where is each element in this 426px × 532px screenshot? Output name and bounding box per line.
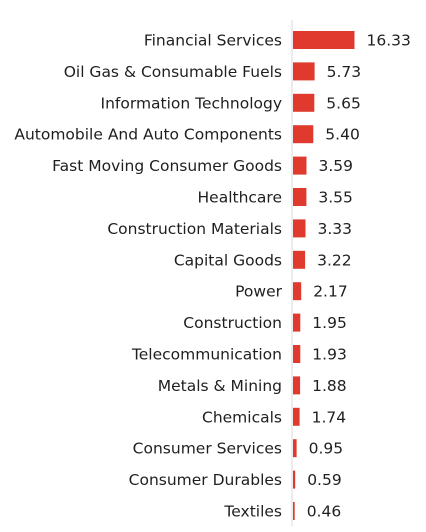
category-label: Automobile And Auto Components (14, 126, 282, 144)
bar (293, 439, 297, 458)
category-label: Capital Goods (174, 251, 282, 269)
value-label: 16.33 (367, 32, 411, 50)
value-labels-group: 16.33 5.73 5.65 5.40 3.59 3.55 3.33 3.22 2.17 1.9… (307, 32, 411, 521)
bar (293, 156, 307, 175)
value-label: 2.17 (313, 283, 348, 301)
bar (293, 219, 306, 238)
value-label: 1.74 (312, 408, 347, 426)
value-label: 5.73 (327, 63, 362, 81)
bar (293, 376, 301, 395)
category-label: Consumer Services (133, 440, 282, 458)
value-label: 1.88 (312, 377, 347, 395)
category-label: Fast Moving Consumer Goods (52, 157, 282, 175)
bar (293, 31, 355, 49)
value-label: 5.40 (325, 126, 360, 144)
bar (293, 502, 295, 520)
category-label: Construction (183, 314, 282, 332)
value-label: 0.95 (309, 440, 344, 458)
value-label: 3.59 (319, 157, 354, 175)
category-label: Financial Services (144, 32, 282, 50)
category-label: Information Technology (101, 94, 282, 112)
category-label: Power (235, 283, 282, 301)
bar (293, 250, 306, 269)
bars-group (293, 31, 355, 520)
category-labels-group: Financial Services Oil Gas & Consumable F… (14, 32, 282, 521)
value-label: 5.65 (326, 94, 361, 112)
bar (293, 125, 314, 144)
value-label: 1.93 (312, 346, 347, 364)
bar (293, 313, 301, 332)
bar (293, 407, 300, 426)
value-label: 3.33 (318, 220, 353, 238)
category-label: Telecommunication (131, 346, 282, 364)
value-label: 0.46 (307, 503, 342, 521)
value-label: 1.95 (312, 314, 347, 332)
category-label: Oil Gas & Consumable Fuels (64, 63, 282, 81)
bar (293, 345, 301, 363)
value-label: 0.59 (307, 471, 342, 489)
value-label: 3.22 (317, 251, 352, 269)
category-label: Chemicals (202, 408, 282, 426)
category-label: Consumer Durables (129, 471, 282, 489)
category-label: Textiles (223, 503, 282, 521)
bar (293, 470, 296, 489)
bar (293, 282, 302, 301)
bar (293, 62, 315, 81)
category-label: Metals & Mining (158, 377, 282, 395)
bar (293, 188, 307, 206)
value-label: 3.55 (318, 189, 353, 207)
category-label: Healthcare (198, 189, 283, 207)
category-label: Construction Materials (107, 220, 282, 238)
bar (293, 93, 315, 112)
